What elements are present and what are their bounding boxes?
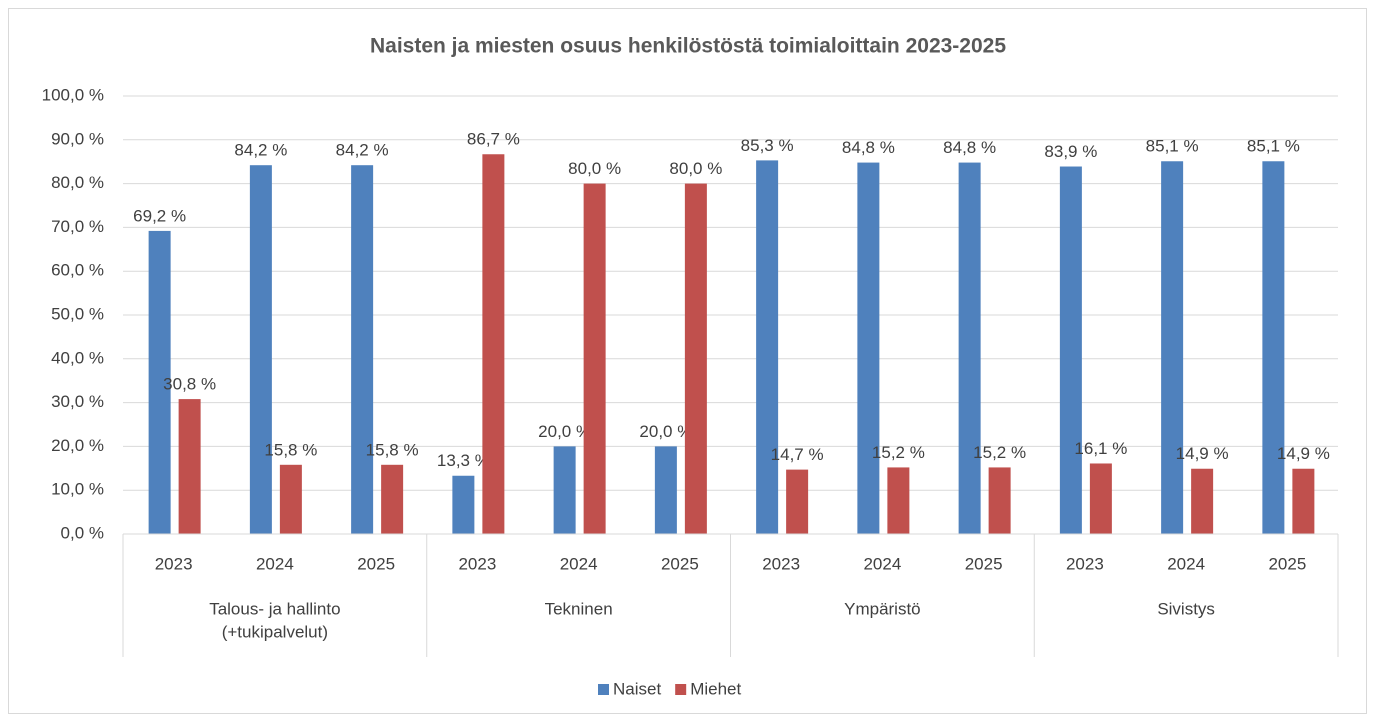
bar	[958, 162, 981, 535]
bar	[279, 464, 302, 534]
bar	[178, 399, 201, 534]
y-tick-label: 90,0 %	[51, 129, 104, 148]
y-tick-label: 10,0 %	[51, 480, 104, 499]
value-label: 15,8 %	[366, 440, 419, 459]
y-tick-label: 80,0 %	[51, 173, 104, 192]
bar	[148, 230, 171, 535]
value-label: 80,0 %	[669, 159, 722, 178]
y-tick-label: 0,0 %	[61, 523, 104, 542]
value-label: 15,8 %	[264, 440, 317, 459]
x-tick-label: 2024	[863, 554, 901, 573]
value-label: 85,1 %	[1247, 137, 1300, 156]
y-tick-label: 50,0 %	[51, 304, 104, 323]
bar	[553, 446, 576, 534]
bar	[583, 183, 606, 534]
x-tick-label: 2024	[256, 554, 294, 573]
bar	[654, 446, 677, 534]
y-tick-label: 70,0 %	[51, 217, 104, 236]
y-tick-label: 40,0 %	[51, 348, 104, 367]
chart-title: Naisten ja miesten osuus henkilöstöstä t…	[370, 35, 1006, 58]
x-tick-label: 2025	[965, 554, 1003, 573]
value-label: 16,1 %	[1074, 439, 1127, 458]
bar	[249, 165, 272, 535]
x-tick-label: 2025	[661, 554, 699, 573]
bar	[1262, 161, 1285, 534]
y-tick-label: 100,0 %	[42, 85, 104, 104]
bar	[988, 467, 1011, 534]
x-tick-label: 2024	[1167, 554, 1205, 573]
value-label: 85,1 %	[1146, 137, 1199, 156]
bar	[887, 467, 910, 534]
y-tick-label: 20,0 %	[51, 436, 104, 455]
group-label: Sivistys	[1157, 599, 1215, 618]
value-label: 69,2 %	[133, 206, 186, 225]
value-label: 15,2 %	[872, 443, 925, 462]
value-label: 20,0 %	[538, 422, 591, 441]
legend-swatch	[675, 684, 687, 695]
bar	[1059, 166, 1082, 534]
bar	[1191, 468, 1214, 534]
value-label: 15,2 %	[973, 443, 1026, 462]
value-label: 14,7 %	[771, 445, 824, 464]
bar	[351, 165, 374, 535]
bar	[482, 154, 505, 534]
bar	[786, 469, 809, 534]
value-label: 86,7 %	[467, 130, 520, 149]
value-label: 20,0 %	[639, 422, 692, 441]
value-label: 80,0 %	[568, 159, 621, 178]
bar	[857, 162, 880, 535]
x-tick-label: 2025	[357, 554, 395, 573]
value-label: 14,9 %	[1176, 444, 1229, 463]
group-label: Talous- ja hallinto	[209, 599, 340, 618]
legend-label: Naiset	[613, 679, 661, 698]
group-label: (+tukipalvelut)	[222, 622, 328, 641]
value-label: 85,3 %	[741, 136, 794, 155]
bar	[452, 475, 475, 534]
bar	[756, 160, 779, 535]
group-label: Ympäristö	[844, 599, 921, 618]
x-tick-label: 2025	[1268, 554, 1306, 573]
bar	[381, 464, 404, 534]
x-tick-label: 2023	[762, 554, 800, 573]
y-tick-label: 30,0 %	[51, 392, 104, 411]
value-label: 84,8 %	[943, 138, 996, 157]
x-tick-label: 2023	[458, 554, 496, 573]
bar	[1292, 468, 1315, 534]
value-label: 84,8 %	[842, 138, 895, 157]
value-label: 14,9 %	[1277, 444, 1330, 463]
x-tick-label: 2023	[1066, 554, 1104, 573]
bar	[684, 183, 707, 534]
x-tick-label: 2023	[155, 554, 193, 573]
x-tick-label: 2024	[560, 554, 598, 573]
value-label: 84,2 %	[336, 141, 389, 160]
y-tick-label: 60,0 %	[51, 261, 104, 280]
value-label: 30,8 %	[163, 375, 216, 394]
legend-swatch	[598, 684, 609, 695]
bar	[1089, 463, 1112, 534]
bar	[1161, 161, 1184, 534]
legend-label: Miehet	[690, 679, 741, 698]
group-label: Tekninen	[545, 599, 613, 618]
value-label: 83,9 %	[1044, 142, 1097, 161]
value-label: 84,2 %	[234, 141, 287, 160]
value-label: 13,3 %	[437, 451, 490, 470]
